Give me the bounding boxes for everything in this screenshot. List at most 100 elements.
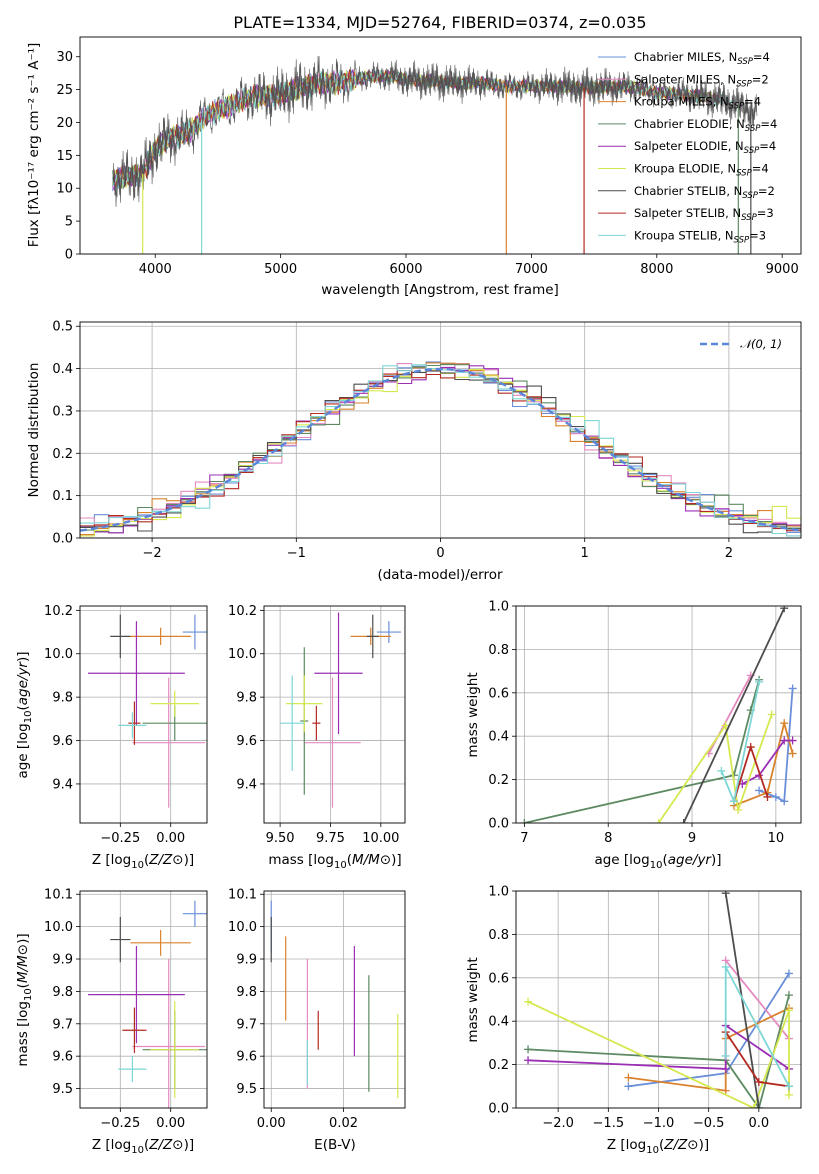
x-tick-label: 0.00 xyxy=(257,1116,286,1131)
weight-marker xyxy=(746,743,755,752)
weight-marker xyxy=(780,719,789,728)
label-part: ( xyxy=(144,852,149,868)
weight-marker xyxy=(721,1064,730,1073)
panel-7-errorbars xyxy=(270,900,399,1099)
legend-label: Kroupa STELIB, NSSP=3 xyxy=(634,228,766,245)
panel-4-gridlines xyxy=(264,606,405,823)
label-part: )] xyxy=(699,1137,710,1153)
x-tick-label: 7000 xyxy=(515,262,548,277)
y-tick-label: 9.6 xyxy=(52,734,73,749)
y-tick-label: 0.2 xyxy=(52,447,73,462)
legend-label: Chabrier STELIB, NSSP=2 xyxy=(634,184,775,201)
x-tick-label: 0.00 xyxy=(156,831,185,846)
panel-7-frame xyxy=(263,890,406,1109)
label-part: Z/Z⊙ xyxy=(148,1137,183,1153)
legend-part: Salpeter STELIB, N xyxy=(634,206,741,220)
y-tick-label: 9.5 xyxy=(236,1082,257,1097)
legend-part: =4 xyxy=(752,162,769,176)
histogram-steps xyxy=(80,361,801,537)
label-part: )] xyxy=(15,651,31,662)
x-tick-label: 10 xyxy=(768,831,785,846)
y-tick-label: 5 xyxy=(65,215,73,230)
y-tick-label: 10.0 xyxy=(44,920,73,935)
y-tick-label: 0.4 xyxy=(52,362,73,377)
weight-marker xyxy=(679,819,688,823)
label-part: age [log xyxy=(15,723,31,778)
panel-1-ylabel: Flux [fλ10⁻¹⁷ erg cm⁻² s⁻¹ A⁻¹] xyxy=(26,43,42,248)
label-part: ( xyxy=(662,852,667,868)
weight-marker xyxy=(755,677,764,686)
spectrum-series-6 xyxy=(112,55,758,208)
y-tick-label: 1.0 xyxy=(488,885,509,900)
weight-marker xyxy=(755,786,764,795)
x-tick-label: 7 xyxy=(520,831,528,846)
y-tick-label: 10.1 xyxy=(44,888,73,903)
label-part: age/yr xyxy=(668,852,713,868)
legend-part: Salpeter ELODIE, N xyxy=(634,139,744,153)
y-tick-label: 20 xyxy=(56,116,73,131)
x-tick-label: 10.00 xyxy=(362,831,399,846)
y-tick-label: 0.8 xyxy=(488,643,509,658)
x-tick-label: −1 xyxy=(287,546,306,561)
x-tick-label: −0.5 xyxy=(693,1116,725,1131)
panel-2-xlabel: (data-model)/error xyxy=(377,567,503,583)
panel-6-frame xyxy=(79,890,208,1109)
weight-marker xyxy=(734,805,743,814)
weight-marker xyxy=(784,1090,793,1099)
x-tick-label: 2 xyxy=(725,546,733,561)
weight-marker xyxy=(749,1104,758,1108)
weight-marker xyxy=(520,819,529,823)
weight-marker xyxy=(784,991,793,1000)
legend-part: =3 xyxy=(749,228,766,242)
panel-8-weight-lines xyxy=(524,891,793,1108)
y-tick-label: 10.0 xyxy=(44,647,73,662)
weight-series-3 xyxy=(524,679,760,823)
y-tick-label: 9.7 xyxy=(52,1017,73,1032)
label-part: ( xyxy=(15,983,31,988)
y-tick-label: 9.8 xyxy=(52,691,73,706)
y-tick-label: 0.0 xyxy=(488,1102,509,1117)
y-tick-label: 9.4 xyxy=(52,777,73,792)
panel-3-errorbars xyxy=(88,614,207,808)
y-tick-label: 10.2 xyxy=(228,604,257,619)
label-part: ( xyxy=(347,852,352,868)
weight-marker xyxy=(524,1045,533,1054)
weight-marker xyxy=(524,1056,533,1065)
weight-marker xyxy=(754,1104,763,1108)
label-part: 10 xyxy=(334,860,347,871)
weight-marker xyxy=(721,721,730,730)
legend-part: Chabrier MILES, N xyxy=(634,50,737,64)
legend-part: =3 xyxy=(757,206,774,220)
y-tick-label: 0.8 xyxy=(488,928,509,943)
y-tick-label: 15 xyxy=(56,149,73,164)
y-tick-label: 9.8 xyxy=(236,691,257,706)
y-tick-label: 9.9 xyxy=(236,953,257,968)
label-part: 10 xyxy=(131,1145,144,1156)
y-tick-label: 10 xyxy=(56,182,73,197)
legend-part: SSP xyxy=(737,57,753,67)
label-part: mass [log xyxy=(15,1001,31,1067)
panel-4-xlabel: mass [log10(M/M⊙)] xyxy=(268,852,401,871)
x-tick-label: 9 xyxy=(688,831,696,846)
y-tick-label: 10.0 xyxy=(228,647,257,662)
weight-marker xyxy=(788,749,797,758)
label-part: 10 xyxy=(23,711,34,724)
weight-marker xyxy=(721,891,730,898)
legend-part: SSP xyxy=(742,191,758,201)
label-part: )] xyxy=(711,852,722,868)
x-tick-label: 6000 xyxy=(389,262,422,277)
label-part: ( xyxy=(15,705,31,710)
y-tick-label: 0.4 xyxy=(488,1015,509,1030)
y-tick-label: 0.5 xyxy=(52,320,73,335)
panel-5-weight-lines xyxy=(520,606,797,823)
label-part: M/M⊙ xyxy=(352,852,391,868)
y-tick-label: 0.3 xyxy=(52,404,73,419)
x-tick-label: 0.00 xyxy=(156,1116,185,1131)
weight-marker xyxy=(780,736,789,745)
legend-part: SSP xyxy=(745,124,761,134)
y-tick-label: 0.1 xyxy=(52,489,73,504)
x-tick-label: 9.50 xyxy=(266,831,295,846)
weight-marker xyxy=(721,1086,730,1095)
legend-part: SSP xyxy=(736,79,752,89)
y-tick-label: 9.6 xyxy=(236,1050,257,1065)
